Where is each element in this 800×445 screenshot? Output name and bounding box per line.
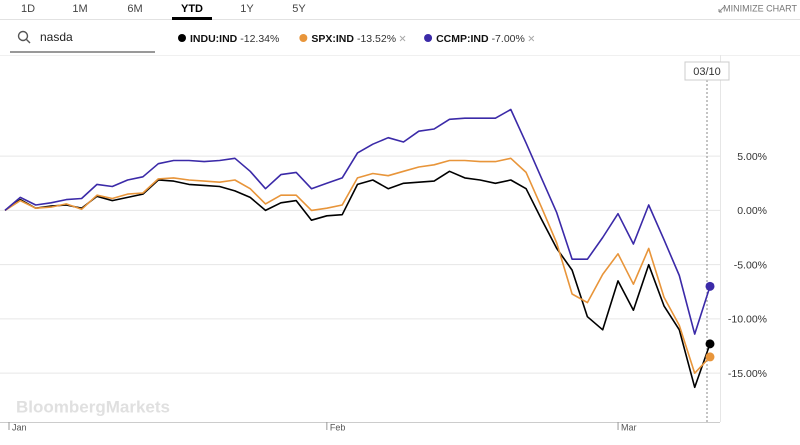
crosshair-label: 03/10 <box>693 66 721 78</box>
legend-name: CCMP:IND <box>436 33 489 45</box>
legend-dot <box>299 34 308 42</box>
x-tick-label: Feb <box>330 422 346 432</box>
watermark: BloombergMarkets <box>16 397 170 416</box>
range-tab[interactable]: 1Y <box>240 3 254 15</box>
search-input[interactable]: nasda <box>40 30 73 44</box>
range-tab[interactable]: 1M <box>72 3 87 15</box>
remove-stroke <box>528 35 535 42</box>
legend-name: SPX:IND <box>311 33 354 45</box>
y-tick-label: -5.00% <box>734 259 767 271</box>
minimize-chart[interactable]: MINIMIZE CHART <box>723 3 797 13</box>
y-tick-label: -10.00% <box>728 314 767 326</box>
range-tab[interactable]: YTD <box>181 3 203 15</box>
legend-change: -12.34% <box>240 33 279 45</box>
y-tick-label: -15.00% <box>728 368 767 380</box>
remove-stroke <box>399 35 406 42</box>
legend-remove[interactable] <box>399 35 406 42</box>
end-point <box>705 352 715 362</box>
range-tab[interactable]: 5Y <box>292 3 306 15</box>
legend-change: -7.00% <box>492 33 525 45</box>
legend-name: INDU:IND <box>190 33 238 45</box>
y-tick-label: 0.00% <box>737 205 767 217</box>
legend-remove[interactable] <box>528 35 535 42</box>
end-point <box>705 281 715 291</box>
series-line <box>4 157 711 374</box>
range-tab[interactable]: 1D <box>21 3 35 15</box>
end-point <box>705 339 715 349</box>
range-tab[interactable]: 6M <box>127 3 142 15</box>
series-line <box>4 108 711 335</box>
x-tick-label: Jan <box>12 422 27 432</box>
minimize-icon <box>718 6 725 13</box>
legend-change: -13.52% <box>357 33 396 45</box>
selected-tab-underline <box>172 17 212 20</box>
y-tick-label: 5.00% <box>737 151 767 163</box>
crosshair-label-box <box>684 61 730 81</box>
search-icon <box>17 30 31 44</box>
legend-dot <box>424 34 433 42</box>
series-line <box>4 170 711 389</box>
legend-dot <box>178 34 186 42</box>
x-tick-label: Mar <box>621 422 637 432</box>
